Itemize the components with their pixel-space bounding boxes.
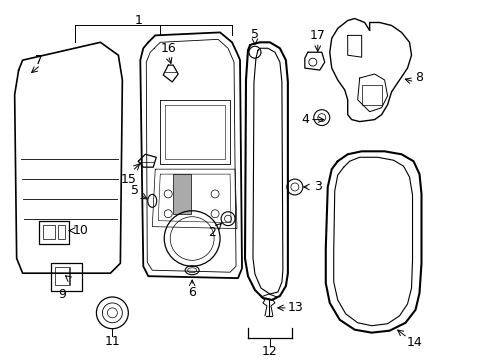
Text: 13: 13 [287,301,303,314]
Text: 4: 4 [300,113,308,126]
Text: 2: 2 [208,226,216,239]
Text: 5: 5 [131,184,139,197]
Bar [58,225,64,239]
Bar [55,267,68,285]
Text: 5: 5 [250,28,259,41]
Text: 7: 7 [35,54,42,67]
Text: 10: 10 [72,224,88,237]
Text: 3: 3 [313,180,321,193]
Text: 16: 16 [160,42,176,55]
Text: 9: 9 [59,288,66,301]
Bar [50,263,82,291]
Text: 6: 6 [188,285,196,298]
Bar [39,221,68,244]
Text: 8: 8 [415,72,423,85]
Bar [42,225,55,239]
Text: 11: 11 [104,335,120,348]
Text: 1: 1 [134,14,142,27]
Bar [173,174,191,214]
Bar [361,85,381,105]
Text: 14: 14 [406,336,422,349]
Text: 15: 15 [120,172,136,185]
Text: 17: 17 [309,29,325,42]
Text: 12: 12 [262,345,277,358]
